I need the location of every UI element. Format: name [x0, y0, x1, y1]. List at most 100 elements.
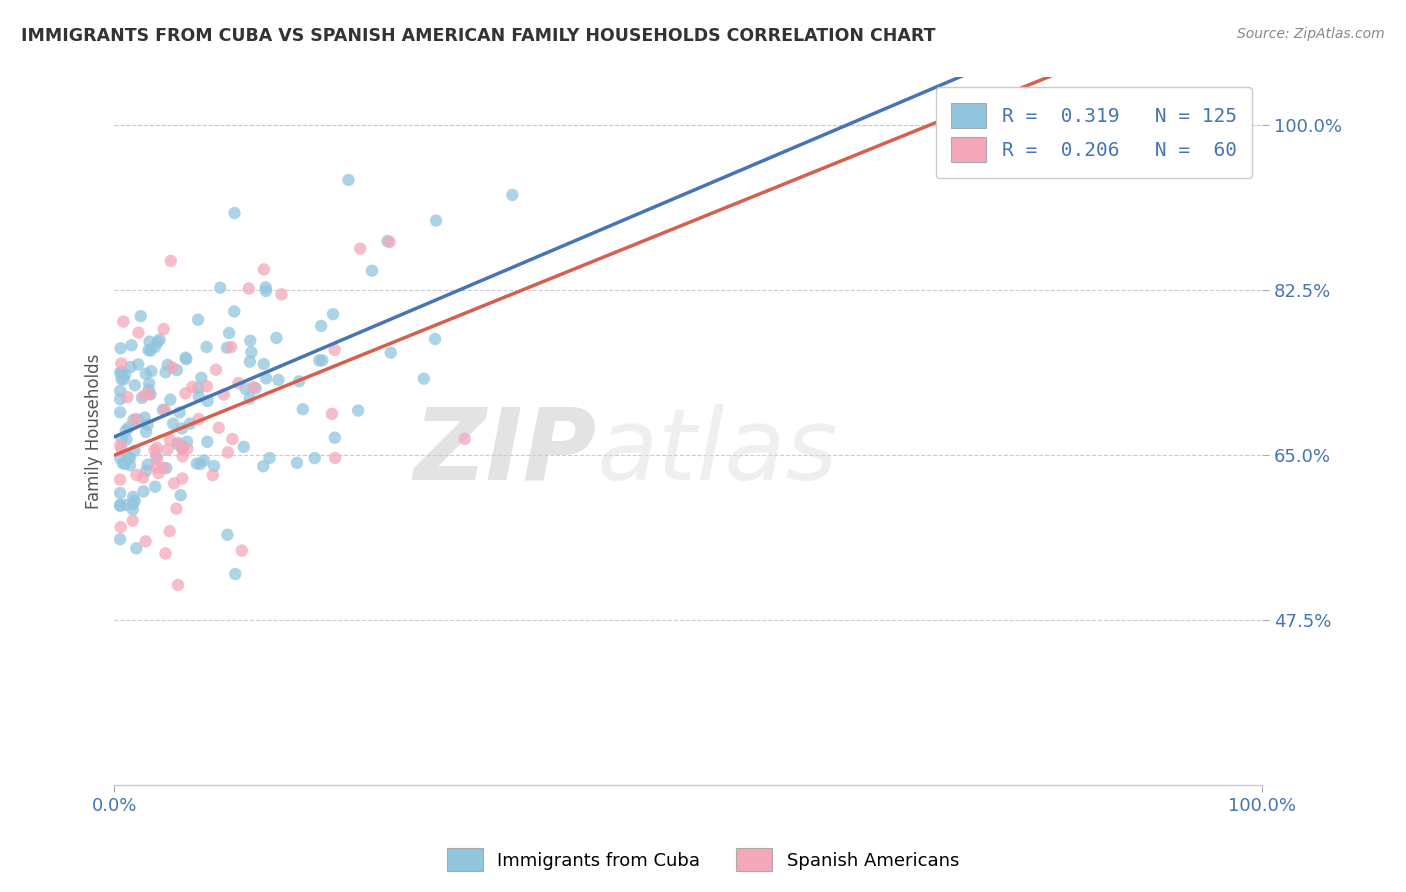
Point: [125, 541, 148, 556]
Point: [253, 357, 276, 371]
Point: [111, 432, 134, 446]
Point: [141, 364, 163, 378]
Point: [156, 358, 179, 372]
Point: [239, 354, 262, 368]
Point: [172, 450, 194, 464]
Point: [193, 453, 215, 467]
Point: [209, 281, 232, 295]
Y-axis label: Family Households: Family Households: [86, 353, 103, 508]
Point: [254, 284, 277, 298]
Point: [231, 543, 253, 558]
Point: [188, 457, 211, 471]
Point: [181, 380, 204, 394]
Point: [110, 356, 132, 370]
Point: [179, 417, 201, 431]
Point: [155, 365, 177, 379]
Point: [138, 334, 160, 349]
Point: [148, 466, 170, 480]
Point: [174, 351, 197, 365]
Point: [108, 533, 131, 547]
Point: [152, 461, 174, 475]
Point: [165, 501, 187, 516]
Point: [349, 242, 371, 256]
Point: [254, 371, 277, 385]
Point: [112, 314, 135, 328]
Point: [288, 374, 311, 388]
Point: [145, 460, 167, 475]
Point: [117, 390, 139, 404]
Point: [139, 343, 162, 358]
Point: [378, 235, 401, 249]
Point: [121, 502, 143, 516]
Point: [127, 326, 149, 340]
Point: [143, 340, 166, 354]
Point: [172, 441, 194, 455]
Point: [167, 435, 190, 450]
Point: [347, 403, 370, 417]
Point: [132, 484, 155, 499]
Point: [195, 340, 218, 354]
Text: IMMIGRANTS FROM CUBA VS SPANISH AMERICAN FAMILY HOUSEHOLDS CORRELATION CHART: IMMIGRANTS FROM CUBA VS SPANISH AMERICAN…: [21, 27, 935, 45]
Point: [162, 417, 184, 431]
Point: [108, 438, 131, 452]
Point: [124, 412, 146, 426]
Point: [143, 443, 166, 458]
Point: [228, 376, 250, 390]
Point: [118, 451, 141, 466]
Point: [167, 578, 190, 592]
Point: [197, 394, 219, 409]
Point: [138, 343, 160, 357]
Point: [323, 343, 346, 357]
Point: [323, 431, 346, 445]
Point: [323, 450, 346, 465]
Point: [215, 341, 238, 355]
Point: [163, 476, 186, 491]
Point: [235, 382, 257, 396]
Point: [159, 433, 181, 447]
Point: [135, 425, 157, 439]
Point: [111, 456, 134, 470]
Point: [169, 405, 191, 419]
Point: [110, 341, 132, 355]
Point: [224, 206, 246, 220]
Point: [135, 534, 157, 549]
Point: [110, 520, 132, 534]
Point: [125, 467, 148, 482]
Point: [122, 490, 145, 504]
Legend: R =  0.319   N = 125, R =  0.206   N =  60: R = 0.319 N = 125, R = 0.206 N = 60: [935, 87, 1253, 178]
Point: [127, 413, 149, 427]
Point: [124, 493, 146, 508]
Point: [145, 450, 167, 464]
Point: [187, 389, 209, 403]
Point: [217, 445, 239, 459]
Point: [195, 379, 218, 393]
Point: [252, 459, 274, 474]
Point: [240, 345, 263, 359]
Point: [138, 376, 160, 391]
Point: [132, 388, 155, 402]
Point: [176, 434, 198, 449]
Point: [108, 392, 131, 407]
Point: [267, 373, 290, 387]
Point: [218, 326, 240, 340]
Point: [146, 451, 169, 466]
Text: ZIP: ZIP: [413, 404, 596, 500]
Point: [412, 371, 434, 385]
Point: [136, 417, 159, 432]
Point: [135, 464, 157, 478]
Point: [170, 421, 193, 435]
Point: [155, 546, 177, 560]
Point: [232, 440, 254, 454]
Point: [108, 498, 131, 512]
Point: [266, 331, 288, 345]
Point: [454, 432, 477, 446]
Point: [176, 442, 198, 456]
Point: [253, 262, 276, 277]
Point: [115, 433, 138, 447]
Point: [111, 442, 134, 456]
Point: [259, 450, 281, 465]
Point: [219, 340, 242, 354]
Point: [152, 403, 174, 417]
Point: [308, 353, 330, 368]
Point: [172, 471, 194, 485]
